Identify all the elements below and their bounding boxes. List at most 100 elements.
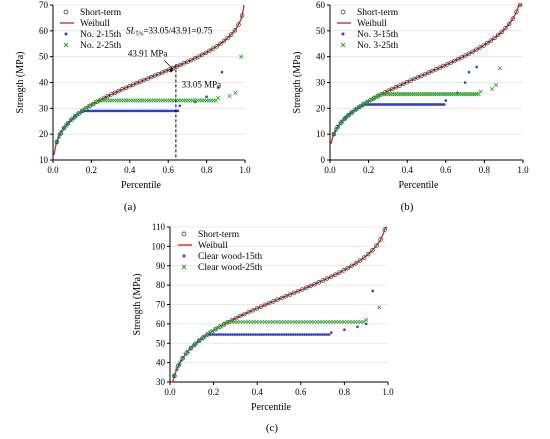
series-15th-point [220, 70, 224, 74]
y-tick-label: 40 [39, 78, 49, 88]
series-25th-point [377, 92, 383, 98]
series-15th-point [256, 333, 259, 336]
series-15th-point [298, 333, 302, 336]
x-tick-label: 0.6 [295, 387, 307, 397]
short-term-point [258, 304, 264, 309]
legend-entry: No. 3-25th [357, 41, 398, 51]
short-term-point [156, 71, 161, 77]
series-15th-point [300, 333, 304, 336]
short-term-point [353, 261, 359, 266]
series-25th-point [490, 86, 495, 92]
series-15th-point [226, 333, 230, 336]
y-tick-label: 50 [156, 338, 166, 348]
series-25th-point [213, 327, 218, 332]
short-term-point [433, 67, 439, 72]
short-term-point [221, 322, 227, 327]
short-term-point [466, 51, 472, 56]
short-term-point [287, 292, 293, 297]
y-tick-label: 60 [39, 26, 49, 36]
short-term-point [250, 308, 255, 313]
series-25th-point [61, 126, 66, 131]
y-tick-label: 70 [39, 0, 49, 10]
short-term-point [234, 315, 239, 321]
short-term-point [120, 87, 125, 92]
series-25th-point [333, 127, 339, 132]
series-25th-point [177, 360, 182, 365]
y-tick-label: 80 [156, 280, 166, 290]
short-term-point [141, 77, 147, 83]
y-tick-label: 10 [316, 129, 326, 139]
y-tick-label: 110 [152, 222, 166, 232]
series-15th-point [233, 333, 237, 336]
short-term-point [134, 80, 139, 86]
ratio-annotation: SL5%=33.05/43.91=0.75 [126, 25, 213, 37]
short-term-point [437, 65, 442, 70]
y-tick-label: 60 [156, 319, 166, 329]
series-25th-point [367, 98, 372, 103]
series-15th-point [264, 333, 268, 336]
short-term-point [172, 373, 177, 379]
series-15th-point [282, 333, 286, 336]
series-15th-point [247, 333, 250, 336]
short-term-point [345, 266, 350, 271]
series-25th-point [478, 89, 483, 94]
y-axis-title: Strength (MPa) [292, 52, 303, 114]
upper-arrowhead [168, 68, 174, 73]
series-25th-point [233, 90, 238, 95]
short-term-point [349, 263, 354, 269]
series-25th-point [218, 323, 224, 329]
legend-entry: No. 2-15th [80, 30, 121, 40]
series-25th-point [375, 94, 380, 99]
series-25th-point [377, 305, 382, 310]
short-term-point [267, 300, 272, 306]
short-term-point [214, 44, 219, 49]
short-term-point [232, 28, 238, 33]
series-25th-point [352, 108, 357, 113]
series-25th-point [359, 103, 364, 108]
short-term-point [485, 40, 490, 46]
legend-marker-25th [181, 264, 187, 270]
x-tick-label: 0.0 [164, 387, 176, 397]
series-25th-point [91, 101, 96, 106]
legend-entry: No. 3-15th [357, 30, 398, 40]
short-term-point [430, 68, 435, 74]
short-term-point [312, 281, 317, 287]
series-25th-point [84, 105, 89, 110]
legend-entry: Short-term [357, 8, 399, 18]
short-term-point [90, 101, 96, 107]
series-15th-point [267, 333, 270, 336]
short-term-point [371, 95, 377, 101]
upper-arrow [164, 60, 174, 70]
series-15th-point [305, 333, 308, 336]
series-25th-point [205, 332, 210, 337]
short-term-point [444, 62, 450, 67]
series-15th-point [217, 333, 221, 336]
y-tick-label: 10 [39, 155, 49, 165]
short-term-point [87, 103, 92, 109]
series-15th-point [444, 99, 448, 102]
x-axis-title: Percentile [121, 180, 162, 191]
panel-label: (b) [401, 201, 414, 213]
series-15th-point [235, 333, 239, 336]
short-term-point [333, 272, 338, 277]
y-tick-label: 50 [39, 52, 49, 62]
x-axis-title: Percentile [399, 180, 440, 191]
series-25th-point [364, 317, 369, 323]
short-term-point [331, 131, 337, 137]
series-15th-point [312, 333, 315, 336]
series-15th-point [330, 331, 333, 334]
series-15th-point [211, 333, 214, 336]
short-term-point [254, 306, 260, 311]
series-25th-point [331, 131, 336, 137]
panel-c: 0.0 0.2 0.4 0.6 0.8 1.0 30 40 50 60 70 80 90 100 110 Pe… [132, 222, 394, 434]
series-15th-point [229, 333, 232, 336]
series-25th-point [354, 106, 359, 111]
legend-entry: Weibull [198, 241, 228, 251]
x-tick-label: 0.4 [124, 165, 136, 175]
series-25th-point [57, 134, 62, 139]
short-term-point [441, 63, 446, 69]
short-term-point [366, 251, 371, 257]
series-25th-point [210, 328, 215, 334]
